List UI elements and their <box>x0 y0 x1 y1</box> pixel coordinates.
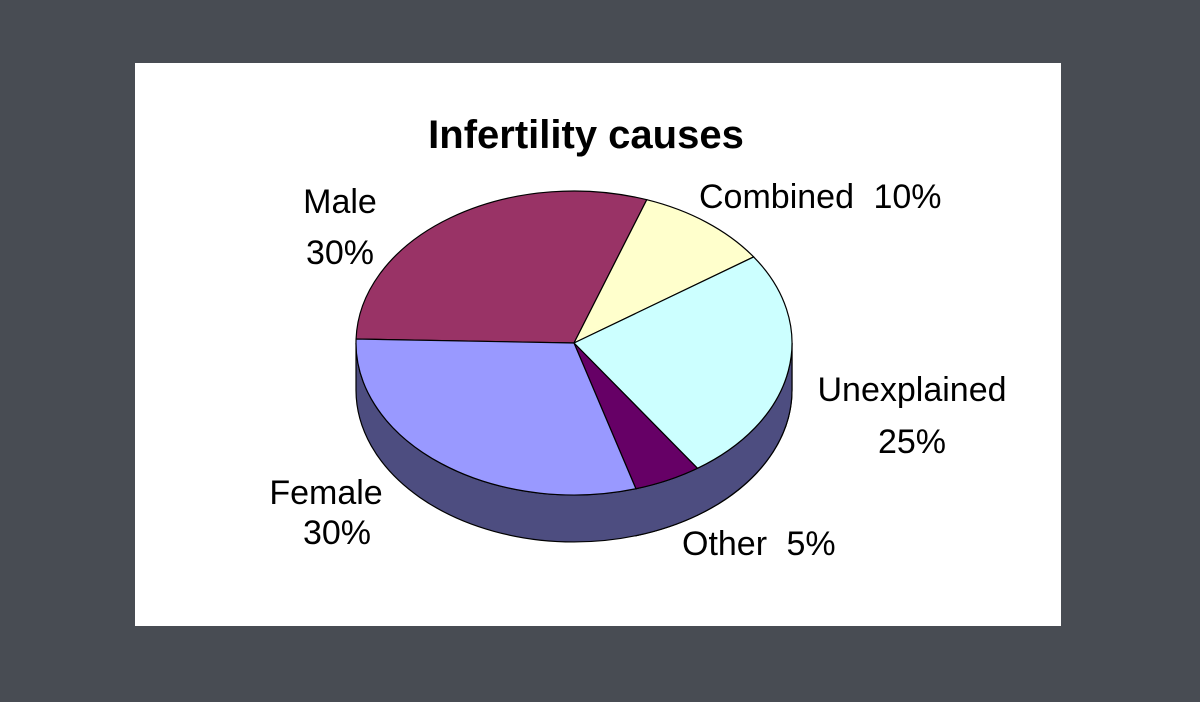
slice-label-combined: Combined 10% <box>699 178 942 216</box>
slice-label-combined-name: Combined <box>699 178 854 216</box>
slice-label-other: Other 5% <box>682 525 836 563</box>
slice-label-unexplained-percent: 25% <box>878 423 946 461</box>
slice-label-female-name: Female <box>269 474 382 512</box>
pie-slice-male <box>355 190 648 344</box>
chart-title: Infertility causes <box>428 113 744 157</box>
slice-label-male-percent: 30% <box>306 234 374 272</box>
slice-label-male-name: Male <box>303 183 377 221</box>
pie-slice-unexplained <box>572 256 793 469</box>
pie-slice-combined <box>572 199 755 345</box>
slice-label-other-name: Other <box>682 525 767 563</box>
slice-label-combined-percent: 10% <box>873 178 941 216</box>
pie-slice-female <box>355 338 637 496</box>
pie-tops <box>355 190 793 496</box>
slice-label-female-percent: 30% <box>303 514 371 552</box>
slice-label-unexplained-name: Unexplained <box>817 371 1006 409</box>
slice-label-other-percent: 5% <box>787 525 836 563</box>
